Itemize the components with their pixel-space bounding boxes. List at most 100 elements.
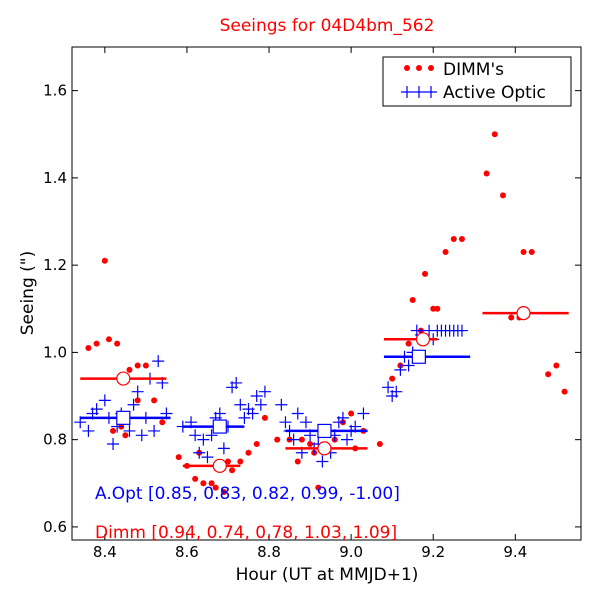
dimm-point <box>561 388 568 395</box>
dimm-point <box>200 480 207 487</box>
aopt-point <box>217 442 230 455</box>
aopt-mean-marker <box>116 410 131 425</box>
aopt-point <box>197 433 210 446</box>
legend-aopt-plus <box>401 86 413 98</box>
dimm-point <box>545 371 552 378</box>
data-layer <box>74 131 569 496</box>
dimm-point <box>274 436 281 443</box>
dimm-point <box>307 441 314 448</box>
dimm-point <box>142 362 149 369</box>
aopt-point <box>254 398 267 411</box>
aopt-point <box>234 398 247 411</box>
dimm-point <box>553 362 560 369</box>
dimm-point <box>430 305 437 312</box>
aopt-point <box>189 429 202 442</box>
dimm-point <box>134 397 141 404</box>
dimm-point <box>376 441 383 448</box>
aopt-mean-marker <box>317 423 332 439</box>
aopt-point <box>287 433 300 446</box>
aopt-point <box>148 424 161 437</box>
chart-title: Seeings for 04D4bm_562 <box>220 16 435 36</box>
aopt-point <box>205 429 218 442</box>
dimm-point <box>151 397 158 404</box>
legend-dimm-dot <box>416 65 422 71</box>
y-tick-label: 1.6 <box>43 82 67 100</box>
legend-dimm-dot <box>404 65 410 71</box>
dimm-point <box>220 489 227 496</box>
dimm-mean-marker <box>516 306 531 321</box>
dimm-point <box>528 249 535 256</box>
legend-dimm-label: DIMM's <box>443 60 504 80</box>
dimm-point <box>409 297 416 304</box>
dimm-point <box>508 314 515 321</box>
x-tick-label: 8.4 <box>93 543 117 561</box>
dimm-point <box>405 340 412 347</box>
aopt-point <box>258 385 271 398</box>
dimm-mean-marker <box>317 441 332 456</box>
aopt-point <box>279 416 292 429</box>
dimm-point <box>229 467 236 474</box>
dimm-point <box>159 419 166 426</box>
legend-box <box>382 56 572 107</box>
x-tick-label: 9.4 <box>503 543 527 561</box>
dimm-point <box>458 235 465 242</box>
dimm-point <box>122 432 129 439</box>
dimm-point <box>85 345 92 352</box>
dimm-mean-marker <box>212 458 227 473</box>
dimm-point <box>134 362 141 369</box>
aopt-point <box>238 411 251 424</box>
dimm-point <box>389 375 396 382</box>
dimm-point <box>491 131 498 138</box>
aopt-point <box>394 363 407 376</box>
dimm-mean-marker <box>116 371 131 386</box>
legend: DIMM's Active Optic <box>382 56 572 107</box>
aopt-point <box>127 398 140 411</box>
aopt-point <box>107 438 120 451</box>
aopt-point <box>341 433 354 446</box>
aopt-point <box>135 429 148 442</box>
aopt-point <box>402 359 415 372</box>
aopt-point <box>250 390 263 403</box>
legend-aopt-label: Active Optic <box>443 83 546 103</box>
dimm-point <box>237 458 244 465</box>
aopt-point <box>82 424 95 437</box>
axes-layer: 8.4 8.6 8.8 9.0 9.2 9.4 0.6 0.8 1.0 1.2 1.4 1.6 <box>43 46 582 561</box>
x-tick-label: 8.8 <box>257 543 281 561</box>
dimm-point <box>192 475 199 482</box>
aopt-point <box>193 446 206 459</box>
dimm-point <box>294 458 301 465</box>
aopt-point <box>213 407 226 420</box>
dimm-point <box>348 410 355 417</box>
dimm-point <box>315 484 322 491</box>
legend-dimm-markers <box>404 65 434 71</box>
dimm-mean-marker <box>415 332 431 347</box>
aopt-point <box>230 376 243 389</box>
y-tick-label: 1.0 <box>43 343 67 361</box>
aopt-point <box>201 451 214 464</box>
aopt-point <box>390 385 403 398</box>
dimm-point <box>105 336 112 343</box>
aopt-mean-marker <box>411 349 426 364</box>
y-tick-label: 1.2 <box>43 256 67 274</box>
aopt-point <box>275 398 288 411</box>
dimm-point <box>224 458 231 465</box>
dimm-point <box>110 427 117 434</box>
dimm-point <box>450 235 457 242</box>
aopt-point <box>90 403 103 416</box>
aopt-point <box>123 424 136 437</box>
x-tick-label: 8.6 <box>175 543 199 561</box>
legend-dimm-dot <box>428 65 434 71</box>
dimm-point <box>212 484 219 491</box>
legend-aopt-markers <box>401 86 437 98</box>
aopt-mean-marker <box>212 419 227 434</box>
dimm-point <box>208 480 215 487</box>
aopt-point <box>98 394 111 407</box>
y-tick-label: 0.6 <box>43 518 67 536</box>
dimm-point <box>442 249 449 256</box>
aopt-point <box>382 381 395 394</box>
x-tick-label: 9.0 <box>339 543 363 561</box>
dimm-point <box>253 441 260 448</box>
plot-frame <box>71 46 582 541</box>
